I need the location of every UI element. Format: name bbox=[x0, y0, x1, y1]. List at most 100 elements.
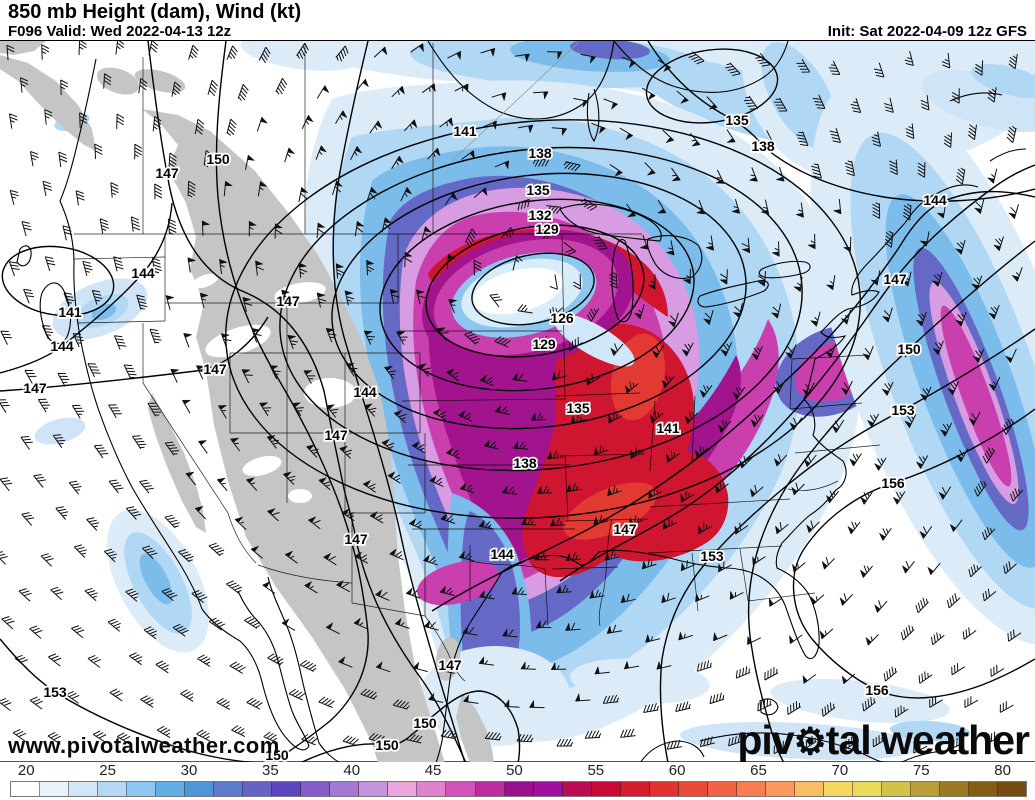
page-title: 850 mb Height (dam), Wind (kt) bbox=[8, 1, 302, 23]
height-contour-label: 153 bbox=[700, 548, 724, 564]
colorbar-cell bbox=[185, 782, 215, 796]
height-contour-label: 144 bbox=[923, 192, 947, 208]
colorbar-cell bbox=[794, 782, 824, 796]
colorbar-tick-label: 20 bbox=[17, 762, 35, 779]
colorbar-tick-label: 55 bbox=[587, 762, 605, 779]
colorbar-cell bbox=[40, 782, 70, 796]
colorbar-tick-label: 30 bbox=[180, 762, 198, 779]
colorbar-cell bbox=[243, 782, 273, 796]
map-canvas: 126 129 129 132 135 138 141 135 138 141 144 147 153 1… bbox=[0, 40, 1035, 763]
height-contour-label: 129 bbox=[532, 336, 556, 352]
map-header: 850 mb Height (dam), Wind (kt) F096 Vali… bbox=[0, 0, 1035, 40]
colorbar-cell bbox=[156, 782, 186, 796]
height-contour-label: 147 bbox=[883, 271, 907, 287]
height-contour-label: 156 bbox=[881, 475, 905, 491]
colorbar-cell bbox=[388, 782, 418, 796]
colorbar-ticks: 20 25 30 35 40 45 50 55 60 65 70 75 80 bbox=[10, 762, 1027, 780]
colorbar-cell bbox=[707, 782, 737, 796]
colorbar-tick-label: 60 bbox=[668, 762, 686, 779]
colorbar-cell bbox=[910, 782, 940, 796]
height-contour-label: 147 bbox=[155, 165, 179, 181]
watermark-url: www.pivotalweather.com bbox=[8, 733, 280, 758]
height-contour-label: 150 bbox=[413, 715, 437, 731]
colorbar-cell bbox=[591, 782, 621, 796]
colorbar-cell bbox=[359, 782, 389, 796]
colorbar-cell bbox=[823, 782, 853, 796]
height-contour-label: 141 bbox=[58, 304, 82, 320]
colorbar-tick-label: 75 bbox=[912, 762, 930, 779]
height-contour-label: 132 bbox=[528, 207, 552, 223]
watermark-brand: piv⚙tal weather bbox=[737, 717, 1030, 763]
colorbar-cell bbox=[98, 782, 128, 796]
colorbar-tick-label: 65 bbox=[750, 762, 767, 779]
height-contour-label: 144 bbox=[353, 384, 377, 400]
colorbar-cell bbox=[127, 782, 157, 796]
colorbar-tick-label: 25 bbox=[99, 762, 116, 779]
colorbar-cell bbox=[330, 782, 360, 796]
height-contour-label: 147 bbox=[23, 380, 47, 396]
colorbar-cell bbox=[998, 782, 1027, 796]
height-contour-label: 153 bbox=[43, 684, 67, 700]
colorbar-gradient bbox=[10, 781, 1027, 797]
colorbar-cell bbox=[11, 782, 41, 796]
colorbar: 20 25 30 35 40 45 50 55 60 65 70 75 80 bbox=[0, 762, 1035, 800]
height-contours-layer bbox=[0, 41, 1035, 763]
height-contour-label: 141 bbox=[656, 420, 680, 436]
height-contour-label: 138 bbox=[751, 138, 775, 154]
colorbar-tick-label: 70 bbox=[831, 762, 849, 779]
colorbar-cell bbox=[620, 782, 650, 796]
colorbar-cell bbox=[852, 782, 882, 796]
colorbar-cell bbox=[562, 782, 592, 796]
colorbar-tick-label: 80 bbox=[994, 762, 1011, 779]
colorbar-cell bbox=[301, 782, 331, 796]
colorbar-cell bbox=[765, 782, 795, 796]
height-contour-label: 147 bbox=[438, 657, 462, 673]
height-contour-label: 141 bbox=[453, 123, 477, 139]
height-contour-label: 138 bbox=[513, 455, 537, 471]
colorbar-cell bbox=[446, 782, 476, 796]
height-contour-label: 150 bbox=[375, 737, 399, 753]
height-contour-label: 147 bbox=[203, 361, 227, 377]
colorbar-cell bbox=[504, 782, 534, 796]
height-contour-label: 126 bbox=[550, 310, 574, 326]
height-contour-label: 147 bbox=[613, 521, 637, 537]
colorbar-cell bbox=[678, 782, 708, 796]
height-contour-label: 135 bbox=[725, 112, 749, 128]
colorbar-tick-label: 50 bbox=[506, 762, 523, 779]
height-contour-label: 150 bbox=[897, 341, 921, 357]
valid-time-label: F096 Valid: Wed 2022-04-13 12z bbox=[8, 23, 232, 40]
colorbar-cell bbox=[475, 782, 505, 796]
colorbar-cell bbox=[881, 782, 911, 796]
colorbar-cell bbox=[69, 782, 99, 796]
init-time-label: Init: Sat 2022-04-09 12z GFS bbox=[827, 23, 1027, 40]
colorbar-cell bbox=[649, 782, 679, 796]
height-contour-label: 150 bbox=[206, 151, 230, 167]
colorbar-tick-label: 45 bbox=[424, 762, 442, 779]
colorbar-cell bbox=[272, 782, 302, 796]
colorbar-cell bbox=[940, 782, 970, 796]
colorbar-tick-label: 40 bbox=[343, 762, 361, 779]
colorbar-cell bbox=[736, 782, 766, 796]
colorbar-cell bbox=[969, 782, 999, 796]
brand-text-post: tal weather bbox=[825, 717, 1030, 763]
height-contour-label: 156 bbox=[865, 682, 889, 698]
colorbar-cell bbox=[214, 782, 244, 796]
height-contour-label: 138 bbox=[528, 145, 552, 161]
height-contour-label: 129 bbox=[535, 221, 559, 237]
height-contour-label: 144 bbox=[131, 265, 155, 281]
height-contour-label: 135 bbox=[526, 182, 550, 198]
height-contour-label: 147 bbox=[324, 427, 348, 443]
gear-icon: ⚙ bbox=[793, 721, 827, 762]
height-contour-label: 135 bbox=[566, 400, 590, 416]
height-contour-label: 153 bbox=[891, 402, 915, 418]
colorbar-cell bbox=[417, 782, 447, 796]
height-contour-label: 147 bbox=[276, 293, 300, 309]
contour-labels-layer: 1261291291321351381411351381411441471531… bbox=[22, 110, 949, 763]
colorbar-tick-label: 35 bbox=[262, 762, 279, 779]
height-contour-label: 144 bbox=[490, 546, 514, 562]
height-contour-label: 147 bbox=[344, 531, 368, 547]
brand-text-pre: piv bbox=[737, 717, 794, 763]
colorbar-cell bbox=[533, 782, 563, 796]
wind-barbs-layer bbox=[0, 41, 1024, 755]
height-contour-label: 150 bbox=[265, 747, 289, 763]
